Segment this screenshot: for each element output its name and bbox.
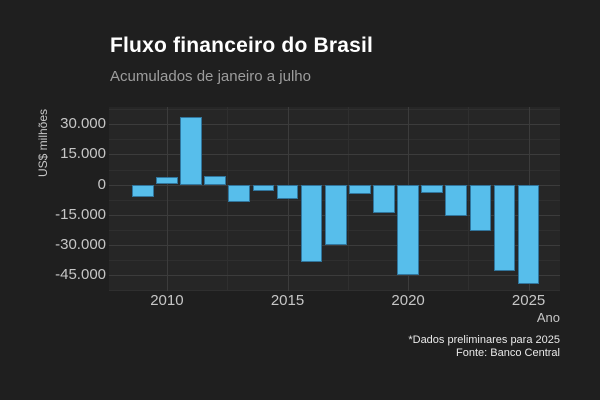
y-tick-label: 15.000	[60, 145, 106, 163]
gridline-minor-h	[109, 139, 560, 141]
bar-2011	[180, 116, 202, 185]
bar-2023	[469, 184, 492, 231]
caption-source: Fonte: Banco Central	[456, 347, 560, 359]
bar-2009	[131, 184, 154, 197]
y-tick-label: -30.000	[55, 235, 106, 253]
bar-2022	[445, 184, 468, 216]
gridline-minor-v	[468, 107, 470, 291]
gridline-major-h	[109, 244, 560, 246]
caption-preliminary-note: *Dados preliminares para 2025	[408, 334, 560, 346]
bar-2017	[324, 184, 347, 245]
chart-subtitle: Acumulados de janeiro a julho	[110, 68, 311, 85]
bar-2019	[373, 184, 395, 213]
bar-2015	[276, 184, 299, 199]
gridline-minor-v	[227, 107, 229, 291]
y-tick-label: -15.000	[55, 205, 106, 223]
gridline-minor-v	[347, 107, 349, 291]
gridline-major-v	[166, 107, 168, 291]
x-tick-label: 2010	[150, 292, 184, 309]
x-axis-title: Ano	[536, 310, 560, 325]
gridline-minor-h	[109, 259, 560, 261]
bar-2014	[252, 184, 275, 191]
plot-panel	[109, 107, 560, 291]
bar-2016	[300, 184, 323, 263]
gridline-major-v	[287, 107, 289, 291]
bar-2010	[156, 176, 178, 185]
bar-2018	[349, 184, 371, 194]
bar-2013	[228, 184, 251, 202]
bar-2012	[204, 175, 226, 185]
gridline-major-h	[109, 124, 560, 126]
gridline-major-h	[109, 154, 560, 156]
bar-2021	[421, 184, 443, 194]
bar-2020	[397, 184, 419, 276]
gridline-minor-h	[109, 289, 560, 291]
bar-2024	[493, 184, 516, 272]
x-tick-label: 2015	[270, 292, 305, 309]
chart-title: Fluxo financeiro do Brasil	[110, 34, 374, 57]
y-tick-label: -45.000	[55, 265, 106, 283]
gridline-minor-h	[109, 169, 560, 171]
y-tick-label: 0	[97, 175, 106, 193]
y-tick-label: 30.000	[60, 115, 106, 133]
chart-caption: *Dados preliminares para 2025 Fonte: Ban…	[408, 334, 560, 360]
x-tick-label: 2020	[391, 292, 425, 309]
gridline-major-h	[109, 274, 560, 276]
bar-2025	[517, 184, 540, 285]
x-tick-label: 2025	[511, 292, 546, 309]
gridline-minor-h	[109, 109, 560, 111]
